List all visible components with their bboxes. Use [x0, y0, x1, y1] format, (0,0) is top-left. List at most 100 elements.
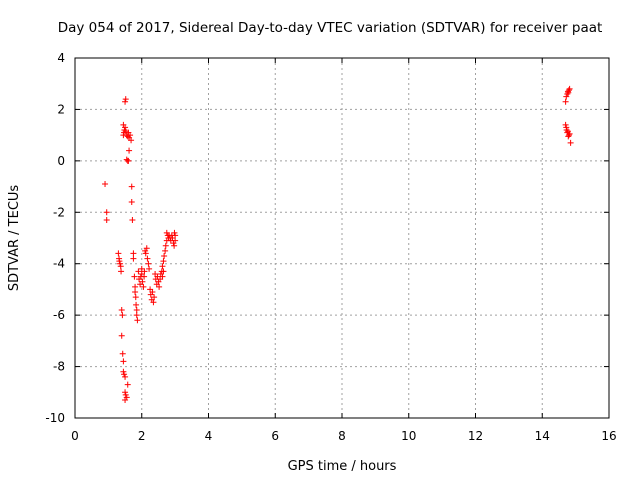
data-points: [102, 85, 574, 403]
data-point: [115, 250, 122, 257]
data-point: [129, 217, 136, 223]
data-point: [172, 232, 179, 239]
y-tick-label: -2: [53, 205, 65, 219]
data-point: [124, 381, 131, 388]
data-point: [130, 250, 137, 257]
x-tick-labels: 0 2 4 6 8 10 12 14 16: [71, 429, 616, 443]
data-point: [132, 283, 139, 290]
data-point: [171, 229, 178, 236]
data-point: [565, 133, 572, 140]
data-point: [120, 358, 127, 365]
data-point: [121, 371, 128, 378]
data-point: [103, 217, 110, 223]
data-point: [102, 181, 109, 187]
data-point: [133, 312, 140, 319]
data-point: [118, 332, 125, 339]
axis-ticks: [74, 57, 610, 419]
data-point: [117, 260, 124, 267]
data-point: [132, 294, 139, 301]
y-tick-label: -6: [53, 308, 65, 322]
x-tick-label: 10: [401, 429, 416, 443]
data-point: [150, 299, 157, 306]
y-tick-label: -10: [45, 411, 65, 425]
data-point: [169, 235, 176, 241]
chart-title: Day 054 of 2017, Sidereal Day-to-day VTE…: [58, 20, 603, 36]
data-point: [140, 283, 147, 290]
data-point: [161, 253, 168, 259]
x-tick-label: 0: [71, 429, 79, 443]
data-point: [172, 237, 179, 244]
data-point: [134, 317, 141, 324]
data-point: [122, 96, 129, 103]
data-point: [125, 157, 132, 164]
data-point: [563, 127, 570, 133]
x-tick-label: 6: [271, 429, 279, 443]
data-point: [128, 137, 135, 144]
grid-lines: [75, 58, 609, 418]
data-point: [162, 242, 169, 249]
data-point: [118, 268, 125, 275]
y-tick-label: -4: [53, 257, 65, 271]
data-point: [142, 250, 149, 257]
data-point: [122, 389, 129, 396]
data-point: [127, 132, 134, 139]
data-point: [566, 85, 573, 92]
data-point: [149, 289, 156, 295]
x-tick-label: 12: [468, 429, 483, 443]
x-tick-label: 8: [338, 429, 346, 443]
data-point: [567, 139, 574, 146]
data-point: [132, 289, 139, 295]
data-point: [565, 87, 572, 94]
y-tick-label: 0: [57, 154, 65, 168]
data-point: [138, 265, 145, 272]
data-point: [143, 245, 150, 252]
data-point: [562, 121, 569, 128]
data-point: [139, 278, 146, 285]
x-axis-title: GPS time / hours: [288, 459, 397, 474]
y-tick-label: -8: [53, 360, 65, 374]
x-tick-label: 16: [601, 429, 616, 443]
data-point: [128, 199, 135, 205]
y-axis-title: SDTVAR / TECUs: [7, 185, 22, 292]
data-point: [122, 391, 129, 398]
data-point: [128, 183, 135, 190]
data-point: [116, 258, 123, 265]
data-point: [565, 132, 572, 139]
data-point: [565, 89, 572, 96]
data-point: [133, 307, 140, 313]
data-point: [133, 301, 140, 308]
data-point: [120, 368, 127, 375]
data-point: [146, 265, 153, 272]
data-point: [171, 242, 178, 249]
data-point: [103, 209, 110, 216]
data-point: [117, 263, 124, 270]
data-point: [160, 268, 167, 275]
y-tick-label: 2: [57, 102, 65, 116]
data-point: [141, 273, 148, 280]
x-tick-label: 4: [205, 429, 213, 443]
y-tick-label: 4: [57, 51, 65, 65]
data-point: [122, 98, 129, 105]
data-point: [130, 255, 137, 262]
y-tick-labels: -10 -8 -6 -4 -2 0 2 4: [45, 51, 65, 425]
data-point: [122, 397, 129, 403]
data-point: [122, 128, 129, 135]
data-point: [564, 91, 571, 97]
data-point: [126, 147, 133, 154]
data-point: [131, 273, 138, 280]
data-point: [120, 121, 127, 128]
data-point: [159, 263, 166, 270]
data-point: [159, 273, 166, 280]
data-point: [144, 255, 151, 262]
data-point: [122, 373, 129, 380]
data-point: [162, 247, 169, 254]
data-point: [562, 98, 569, 105]
data-point: [141, 268, 148, 275]
data-point: [135, 268, 142, 275]
data-point: [154, 273, 161, 280]
data-point: [566, 130, 573, 137]
data-point: [145, 260, 152, 267]
data-point: [156, 283, 163, 290]
